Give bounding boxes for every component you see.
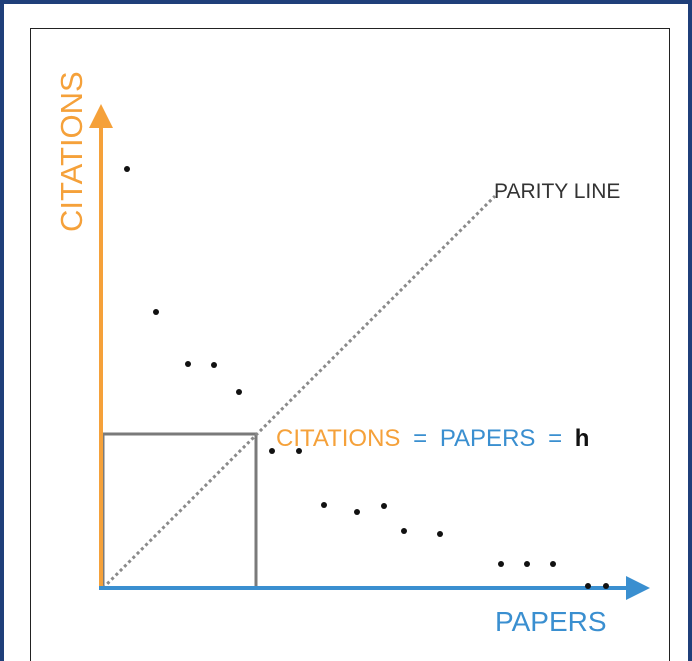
data-point [296,448,302,454]
data-point [381,503,387,509]
equation-equals-1: = [413,425,427,452]
frame-border-top [0,0,692,4]
equation-papers: PAPERS [440,425,536,452]
frame-border-left [0,0,4,661]
data-point [585,583,591,589]
data-point [269,448,275,454]
parity-line-label: PARITY LINE [494,180,620,203]
data-point [603,583,609,589]
y-axis-arrow-icon [89,104,113,128]
frame-border-right [688,0,692,661]
data-point [401,528,407,534]
data-point [124,166,130,172]
data-point [524,561,530,567]
inner-panel [30,28,670,661]
data-point [153,309,159,315]
equation-citations: CITATIONS [276,425,400,452]
y-axis-label: CITATIONS [54,71,89,232]
data-point [354,509,360,515]
data-point [211,362,217,368]
equation-label: CITATIONS = PAPERS = h [276,425,589,452]
data-point [437,531,443,537]
x-axis-label: PAPERS [495,606,607,637]
equation-equals-2: = [548,425,562,452]
data-point [498,561,504,567]
x-axis-arrow-icon [626,576,650,600]
data-point [185,361,191,367]
data-point [321,502,327,508]
parity-line [101,194,497,590]
data-point [236,389,242,395]
data-points [124,166,609,589]
equation-h: h [575,425,590,452]
data-point [550,561,556,567]
